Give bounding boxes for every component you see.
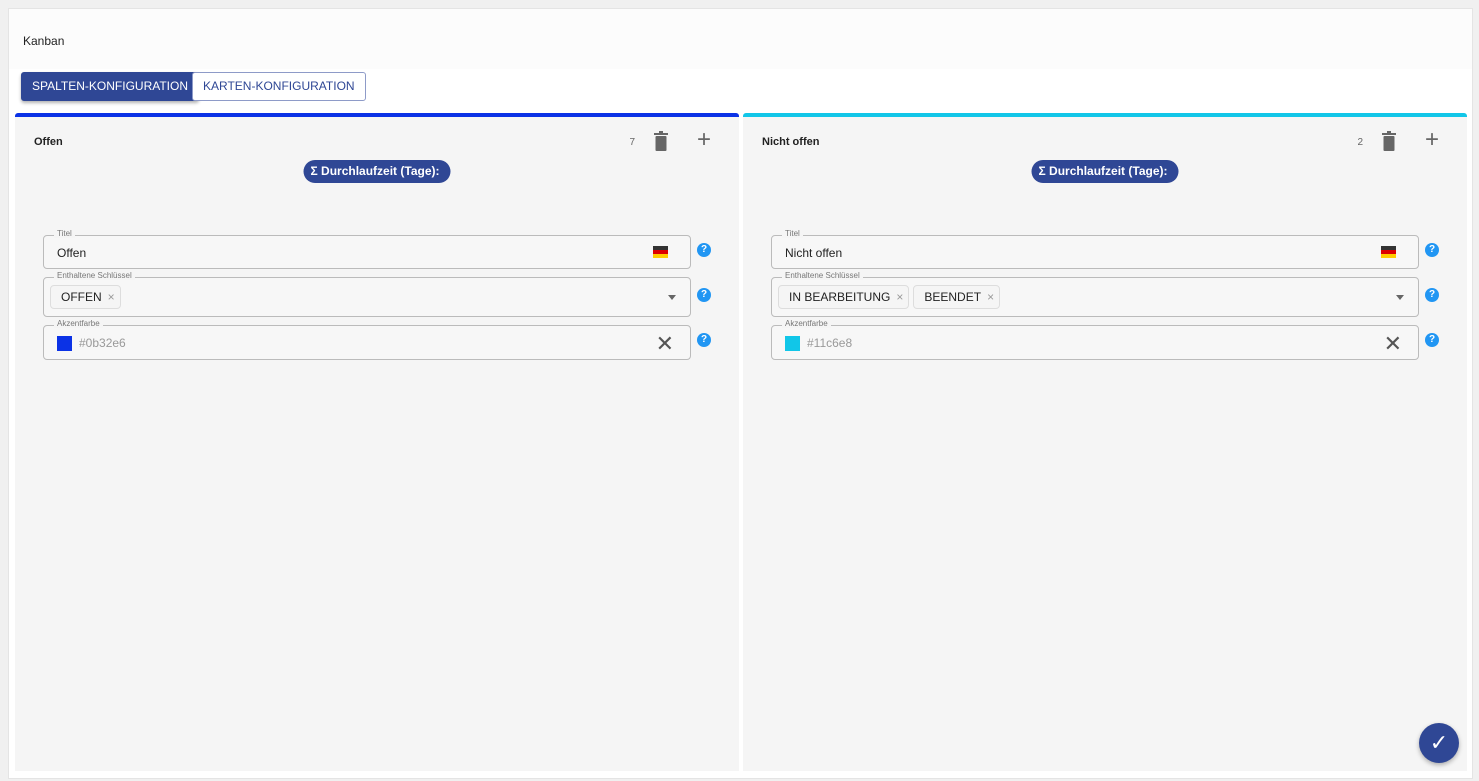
kanban-column: Offen 7 + Σ Durchlaufzeit (Tage): Titel … xyxy=(15,113,739,771)
color-swatch[interactable] xyxy=(785,336,800,351)
remove-chip-icon[interactable]: × xyxy=(896,290,904,304)
clear-icon[interactable]: ✕ xyxy=(1383,331,1402,356)
key-chip[interactable]: BEENDET × xyxy=(913,285,1001,309)
color-value[interactable]: #0b32e6 xyxy=(79,336,126,350)
confirm-button[interactable]: ✓ xyxy=(1419,723,1459,763)
key-chips: OFFEN × xyxy=(50,285,125,309)
keys-label: Enthaltene Schlüssel xyxy=(782,271,863,280)
accent-color-label: Akzentfarbe xyxy=(54,319,103,328)
kanban-config-panel: Kanban SPALTEN-KONFIGURATION KARTEN-KONF… xyxy=(8,8,1473,779)
help-icon[interactable]: ? xyxy=(1425,243,1439,257)
remove-chip-icon[interactable]: × xyxy=(107,290,115,304)
title-input[interactable]: Nicht offen xyxy=(785,246,843,260)
help-icon[interactable]: ? xyxy=(697,333,711,347)
chip-label: BEENDET xyxy=(924,290,982,304)
card-count: 7 xyxy=(629,137,635,148)
title-label: Titel xyxy=(54,229,75,238)
add-icon[interactable]: + xyxy=(696,126,711,153)
title-label: Titel xyxy=(782,229,803,238)
card-count: 2 xyxy=(1357,137,1363,148)
lead-time-badge[interactable]: Σ Durchlaufzeit (Tage): xyxy=(1031,160,1179,183)
trash-icon[interactable] xyxy=(1382,131,1396,151)
accent-color-label: Akzentfarbe xyxy=(782,319,831,328)
language-flag-icon[interactable] xyxy=(1381,246,1396,258)
page-title: Kanban xyxy=(23,34,65,48)
chip-label: IN BEARBEITUNG xyxy=(789,290,891,304)
dropdown-caret-icon[interactable] xyxy=(668,295,676,300)
remove-chip-icon[interactable]: × xyxy=(987,290,995,304)
title-input[interactable]: Offen xyxy=(57,246,87,260)
trash-icon[interactable] xyxy=(654,131,668,151)
clear-icon[interactable]: ✕ xyxy=(655,331,674,356)
language-flag-icon[interactable] xyxy=(653,246,668,258)
help-icon[interactable]: ? xyxy=(697,288,711,302)
help-icon[interactable]: ? xyxy=(697,243,711,257)
column-name: Offen xyxy=(34,136,63,148)
lead-time-badge[interactable]: Σ Durchlaufzeit (Tage): xyxy=(303,160,451,183)
tab-column-config[interactable]: SPALTEN-KONFIGURATION xyxy=(21,72,200,101)
tab-card-config[interactable]: KARTEN-KONFIGURATION xyxy=(192,72,366,101)
kanban-column: Nicht offen 2 + Σ Durchlaufzeit (Tage): … xyxy=(743,113,1467,771)
key-chips: IN BEARBEITUNG × BEENDET × xyxy=(778,285,1004,309)
column-name: Nicht offen xyxy=(762,136,820,148)
key-chip[interactable]: IN BEARBEITUNG × xyxy=(778,285,910,309)
chip-label: OFFEN xyxy=(61,290,102,304)
keys-label: Enthaltene Schlüssel xyxy=(54,271,135,280)
keys-select[interactable]: Enthaltene Schlüssel OFFEN × xyxy=(43,271,691,317)
accent-color-field[interactable]: Akzentfarbe #11c6e8 ✕ xyxy=(771,319,1419,360)
help-icon[interactable]: ? xyxy=(1425,333,1439,347)
header: Kanban xyxy=(9,9,1472,69)
color-swatch[interactable] xyxy=(57,336,72,351)
help-icon[interactable]: ? xyxy=(1425,288,1439,302)
title-field[interactable]: Titel Offen xyxy=(43,229,691,269)
keys-select[interactable]: Enthaltene Schlüssel IN BEARBEITUNG × BEEN… xyxy=(771,271,1419,317)
title-field[interactable]: Titel Nicht offen xyxy=(771,229,1419,269)
accent-color-field[interactable]: Akzentfarbe #0b32e6 ✕ xyxy=(43,319,691,360)
key-chip[interactable]: OFFEN × xyxy=(50,285,121,309)
dropdown-caret-icon[interactable] xyxy=(1396,295,1404,300)
color-value[interactable]: #11c6e8 xyxy=(807,336,853,350)
add-icon[interactable]: + xyxy=(1424,126,1439,153)
